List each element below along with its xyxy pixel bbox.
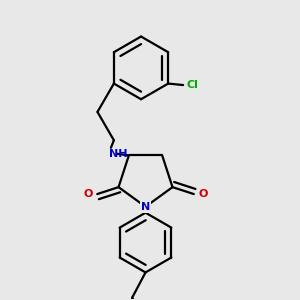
Text: N: N xyxy=(141,202,150,212)
Text: O: O xyxy=(83,189,93,199)
Text: NH: NH xyxy=(110,149,128,159)
Text: Cl: Cl xyxy=(186,80,198,90)
Text: O: O xyxy=(198,189,208,199)
